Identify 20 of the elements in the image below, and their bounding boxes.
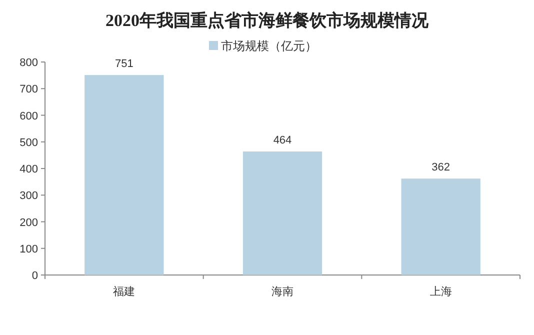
x-tick-label: 福建 [113,285,136,298]
data-label: 464 [273,134,292,146]
bar [242,151,322,275]
x-tick-label: 海南 [272,285,294,298]
y-tick-label: 100 [20,243,38,256]
y-tick-label: 500 [20,136,38,149]
data-label: 362 [432,162,450,174]
data-label: 751 [114,58,134,70]
y-tick-label: 400 [20,164,38,176]
y-tick-label: 0 [32,270,38,282]
legend-label: 市场规模（亿元） [221,39,317,53]
y-tick-label: 600 [20,110,38,122]
y-tick-label: 800 [20,57,38,69]
y-tick-label: 200 [20,216,38,229]
y-tick-label: 700 [20,84,38,96]
y-tick-label: 300 [20,190,38,202]
bar [401,178,480,275]
bar [84,75,164,275]
x-tick-label: 上海 [430,285,452,298]
chart-title: 2020年我国重点省市海鲜餐饮市场规模情况 [106,11,430,30]
